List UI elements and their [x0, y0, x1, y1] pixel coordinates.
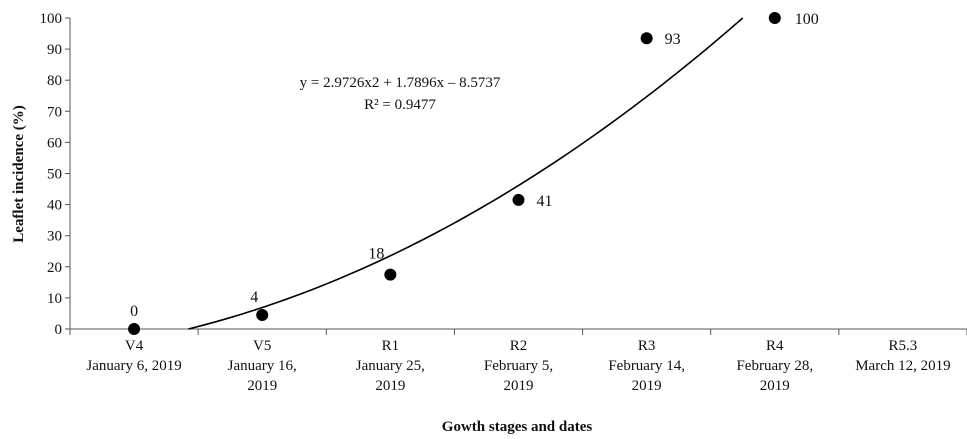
data-label: 41: [537, 193, 553, 210]
data-point: [640, 32, 653, 45]
data-point: [128, 323, 141, 335]
trendline-equation: y = 2.9726x2 + 1.7896x – 8.5737: [300, 75, 501, 91]
x-tick-date: 2019: [632, 378, 662, 394]
data-point: [256, 309, 269, 322]
data-label: 4: [250, 289, 258, 306]
x-tick-date: February 14,: [608, 358, 685, 374]
x-tick-date: January 16,: [228, 358, 297, 374]
data-labels: 0 4 18 41 93 100: [130, 11, 819, 320]
y-tick-label: 50: [47, 167, 62, 183]
y-tick-label: 100: [40, 11, 63, 27]
x-tick-date: February 5,: [484, 358, 553, 374]
y-tick-label: 60: [47, 135, 62, 151]
x-tick-date: 2019: [760, 378, 790, 394]
y-tick-label: 0: [55, 322, 63, 338]
y-tick-label: 30: [47, 229, 62, 245]
trendline-curve: [188, 17, 744, 330]
x-tick-date: 2019: [375, 378, 405, 394]
y-tick-label: 90: [47, 42, 62, 58]
x-tick-stage: R4: [766, 338, 784, 354]
data-label: 18: [368, 246, 384, 263]
x-tick-stage: V4: [125, 338, 144, 354]
data-label: 93: [665, 31, 681, 48]
y-tick-label: 10: [47, 291, 62, 307]
x-tick-stage: R1: [382, 338, 400, 354]
data-points: [128, 12, 781, 335]
x-axis-label: Gowth stages and dates: [442, 419, 593, 435]
x-tick-date: January 25,: [356, 358, 425, 374]
y-axis-label: Leaflet incidence (%): [11, 105, 27, 242]
data-point: [384, 268, 397, 281]
y-tick-label: 20: [47, 260, 62, 276]
x-tick-stage: R2: [510, 338, 528, 354]
x-tick-stage: R5.3: [889, 338, 918, 354]
x-tick-date: March 12, 2019: [855, 358, 950, 374]
x-tick-date: February 28,: [736, 358, 813, 374]
y-tick-label: 40: [47, 198, 62, 214]
data-label: 0: [130, 303, 138, 320]
data-label: 100: [795, 11, 819, 28]
y-tick-label: 80: [47, 73, 62, 89]
data-point: [512, 193, 525, 206]
x-tick-stage: R3: [638, 338, 656, 354]
trendline-r-squared: R² = 0.9477: [364, 97, 436, 113]
x-axis: V4 January 6, 2019 V5 January 16, 2019 R1 Janu…: [69, 328, 967, 394]
x-tick-date: 2019: [504, 378, 534, 394]
y-tick-label: 70: [47, 104, 62, 120]
x-tick-stage: V5: [253, 338, 271, 354]
data-point: [768, 12, 781, 24]
trendline: [188, 17, 744, 330]
x-tick-date: January 6, 2019: [86, 358, 181, 374]
x-tick-date: 2019: [247, 378, 277, 394]
y-axis: 0 10 20 30 40 50 60 70 80 90 100: [40, 11, 71, 338]
